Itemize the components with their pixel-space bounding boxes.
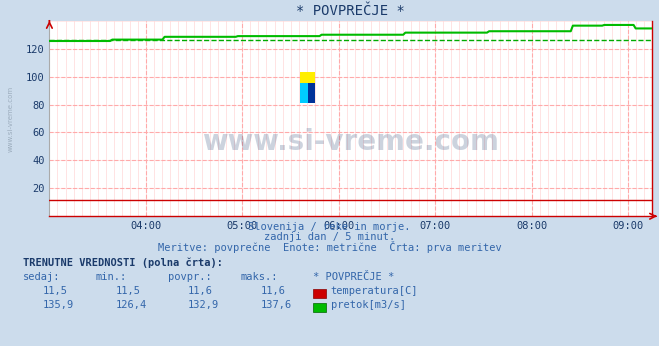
Text: maks.:: maks.:: [241, 272, 278, 282]
Text: www.si-vreme.com: www.si-vreme.com: [202, 128, 500, 156]
Text: www.si-vreme.com: www.si-vreme.com: [7, 85, 13, 152]
Text: Slovenija / reke in morje.: Slovenija / reke in morje.: [248, 222, 411, 232]
FancyBboxPatch shape: [308, 83, 315, 103]
Text: sedaj:: sedaj:: [23, 272, 61, 282]
Text: 137,6: 137,6: [260, 300, 291, 310]
FancyBboxPatch shape: [300, 72, 315, 103]
Text: min.:: min.:: [96, 272, 127, 282]
Text: 11,6: 11,6: [188, 286, 213, 296]
Text: pretok[m3/s]: pretok[m3/s]: [331, 300, 406, 310]
Text: TRENUTNE VREDNOSTI (polna črta):: TRENUTNE VREDNOSTI (polna črta):: [23, 258, 223, 268]
FancyBboxPatch shape: [300, 83, 308, 103]
Text: 11,6: 11,6: [260, 286, 285, 296]
Text: * POVPREČJE *: * POVPREČJE *: [313, 272, 394, 282]
Text: zadnji dan / 5 minut.: zadnji dan / 5 minut.: [264, 233, 395, 243]
Text: 126,4: 126,4: [115, 300, 146, 310]
Text: 11,5: 11,5: [115, 286, 140, 296]
Text: 11,5: 11,5: [43, 286, 68, 296]
Title: * POVPREČJE *: * POVPREČJE *: [297, 4, 405, 18]
Text: 135,9: 135,9: [43, 300, 74, 310]
Text: povpr.:: povpr.:: [168, 272, 212, 282]
Text: 132,9: 132,9: [188, 300, 219, 310]
Text: Meritve: povprečne  Enote: metrične  Črta: prva meritev: Meritve: povprečne Enote: metrične Črta:…: [158, 241, 501, 253]
Text: temperatura[C]: temperatura[C]: [331, 286, 418, 296]
